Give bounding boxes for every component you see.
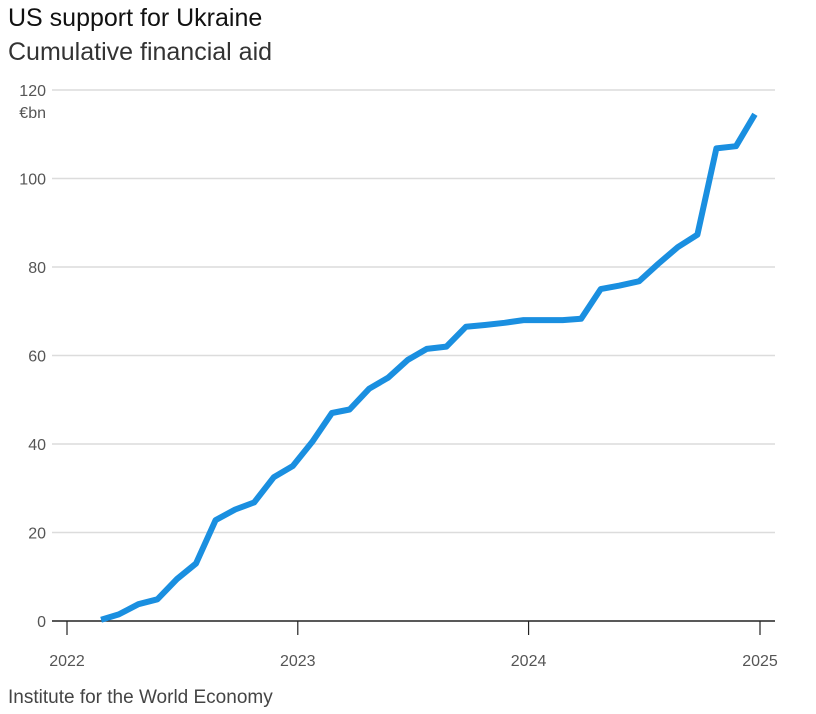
y-tick-label: 80 — [28, 260, 46, 277]
y-axis-ticks: 0 20 40 60 80 100 120 — [19, 83, 46, 631]
y-tick-label: 0 — [37, 614, 46, 631]
series-line — [100, 112, 758, 623]
x-tick-label: 2024 — [511, 653, 547, 670]
y-tick-label: 40 — [28, 437, 46, 454]
chart-subtitle: Cumulative financial aid — [8, 38, 273, 66]
series-layer — [100, 112, 758, 623]
y-tick-label: 60 — [28, 349, 46, 366]
source-note: Institute for the World Economy — [8, 687, 273, 708]
x-axis-ticks: 2022 2023 2024 2025 — [49, 621, 778, 670]
y-tick-label: 100 — [19, 172, 46, 189]
y-axis-unit-label: €bn — [19, 105, 46, 122]
chart-title: US support for Ukraine — [8, 4, 263, 32]
y-tick-label: 20 — [28, 526, 46, 543]
y-tick-label: 120 — [19, 83, 46, 100]
x-tick-label: 2023 — [280, 653, 316, 670]
x-tick-label: 2025 — [742, 653, 778, 670]
x-tick-label: 2022 — [49, 653, 85, 670]
line-chart: 0 20 40 60 80 100 120 2022 2023 2024 2025 €bn — [19, 83, 778, 670]
gridlines — [52, 89, 775, 622]
